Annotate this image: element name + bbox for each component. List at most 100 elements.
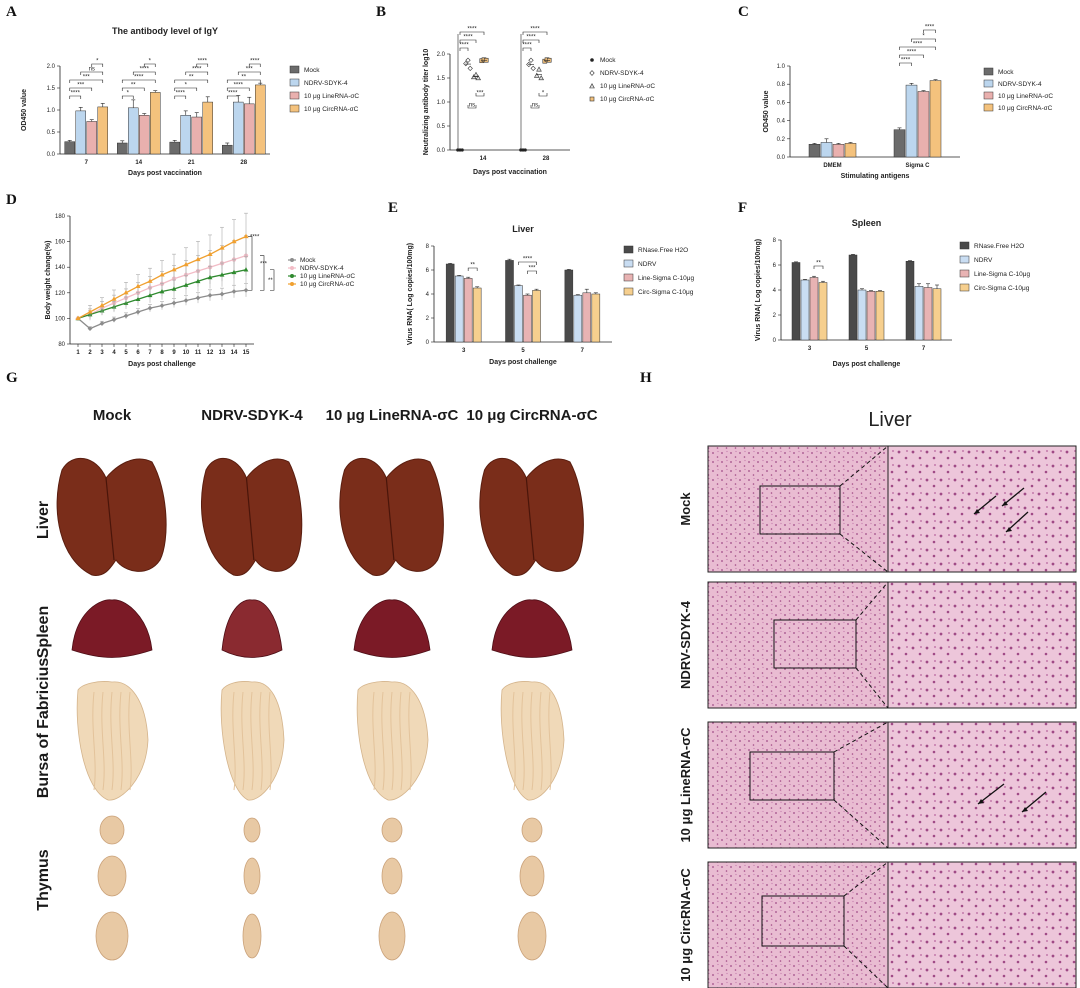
- data-point: [87, 326, 93, 332]
- histology-title: Liver: [868, 409, 912, 431]
- bar: [191, 116, 202, 155]
- thymus-photo: [243, 817, 261, 843]
- data-point: [195, 278, 201, 284]
- significance-bracket: [459, 31, 485, 35]
- y-tick-label: 2: [773, 313, 777, 319]
- significance-bracket: [174, 79, 209, 83]
- x-tick-label: 10: [183, 350, 190, 356]
- data-point: [533, 72, 540, 78]
- legend-swatch: [959, 283, 970, 292]
- x-tick-label: 13: [219, 350, 226, 356]
- photo-row-header: Bursa of Fabricius: [35, 658, 52, 799]
- y-tick-label: 180: [55, 214, 66, 220]
- legend-label: Line-Sigma C-10μg: [638, 275, 695, 282]
- significance-label: ****: [192, 67, 202, 73]
- data-point: [528, 57, 534, 63]
- significance-label: *: [96, 59, 99, 65]
- liver-lobe-line: [525, 477, 535, 561]
- bar: [139, 115, 150, 155]
- significance-bracket: [923, 29, 936, 33]
- significance-label: ****: [140, 67, 150, 73]
- data-point: [231, 269, 237, 275]
- significance-bracket: [530, 105, 540, 109]
- bar: [564, 269, 574, 343]
- legend-marker: [590, 58, 594, 62]
- bar: [180, 115, 191, 155]
- data-point: [147, 305, 153, 311]
- bar: [573, 294, 583, 343]
- legend-label: NDRV-SDYK-4: [300, 265, 344, 272]
- photo-row-header: Spleen: [35, 606, 52, 658]
- y-tick-label: 6: [773, 263, 777, 269]
- data-point: [536, 66, 542, 72]
- data-point: [463, 60, 469, 67]
- data-point: [159, 272, 165, 277]
- x-tick-label: 14: [480, 156, 487, 162]
- x-tick-label: 28: [543, 156, 550, 162]
- significance-bracket: [459, 39, 477, 43]
- legend-marker: [589, 70, 595, 76]
- bar: [150, 92, 161, 155]
- legend-marker: [589, 83, 595, 89]
- bursa-fold: [530, 691, 534, 791]
- y-tick-label: 6: [426, 268, 430, 274]
- significance-label: ****: [250, 234, 260, 240]
- data-point: [207, 251, 213, 256]
- zoom-connector: [855, 581, 889, 621]
- bursa-fold: [241, 691, 245, 791]
- legend-swatch: [983, 103, 994, 112]
- x-tick-label: DMEM: [823, 163, 841, 169]
- data-point: [135, 296, 141, 301]
- significance-bracket: [270, 269, 275, 291]
- panel-label: D: [6, 192, 17, 208]
- legend-label: Circ-Sigma C-10μg: [638, 289, 694, 296]
- data-point: [465, 57, 471, 63]
- significance-bracket: [527, 270, 537, 274]
- bar: [914, 286, 924, 341]
- panel-h-histology: Liver Mock NDRV-SDYK-4 10 μg LineRNA-σC 10 μ…: [678, 409, 1077, 988]
- thymus-photo: [519, 855, 545, 897]
- zoom-inset-box: [749, 751, 835, 801]
- bar: [86, 121, 97, 155]
- y-tick-label: 0.6: [777, 100, 786, 106]
- thymus-photo: [381, 857, 403, 895]
- legend-swatch: [289, 104, 300, 113]
- y-tick-label: 4: [773, 288, 777, 294]
- lesion-arrow-head: [978, 799, 984, 804]
- x-tick-label: 2: [88, 350, 92, 356]
- significance-label: ****: [523, 257, 533, 263]
- significance-label: *: [542, 91, 545, 97]
- bursa-fold: [110, 691, 114, 791]
- bar: [875, 291, 885, 341]
- zoom-inset-box: [759, 485, 841, 535]
- data-point: [219, 245, 225, 250]
- bursa-fold: [390, 691, 394, 791]
- data-point: [171, 286, 177, 291]
- legend-swatch: [289, 65, 300, 74]
- significance-bracket: [69, 79, 104, 83]
- bar: [445, 263, 455, 343]
- thymus-photo: [97, 855, 127, 897]
- data-point: [219, 272, 225, 277]
- bursa-fold: [92, 691, 96, 791]
- legend-label: NDRV: [974, 257, 993, 264]
- bar: [64, 141, 75, 155]
- y-tick-label: 2.0: [47, 64, 56, 70]
- data-point: [135, 283, 141, 288]
- zoom-connector: [833, 721, 889, 753]
- histology-overview-image: [707, 721, 889, 849]
- x-tick-label: 5: [521, 348, 525, 354]
- x-tick-label: 3: [100, 350, 104, 356]
- significance-bracket: [185, 71, 209, 75]
- data-point: [207, 292, 213, 298]
- y-tick-label: 0.0: [47, 152, 56, 158]
- liver-photo: [201, 457, 303, 576]
- bar: [857, 289, 867, 341]
- legend-label: Mock: [600, 57, 616, 64]
- bar: [463, 278, 473, 343]
- legend-swatch: [959, 269, 970, 278]
- significance-label: ****: [530, 27, 540, 33]
- significance-label: ****: [459, 43, 469, 49]
- significance-bracket: [174, 87, 198, 91]
- bar: [905, 261, 915, 341]
